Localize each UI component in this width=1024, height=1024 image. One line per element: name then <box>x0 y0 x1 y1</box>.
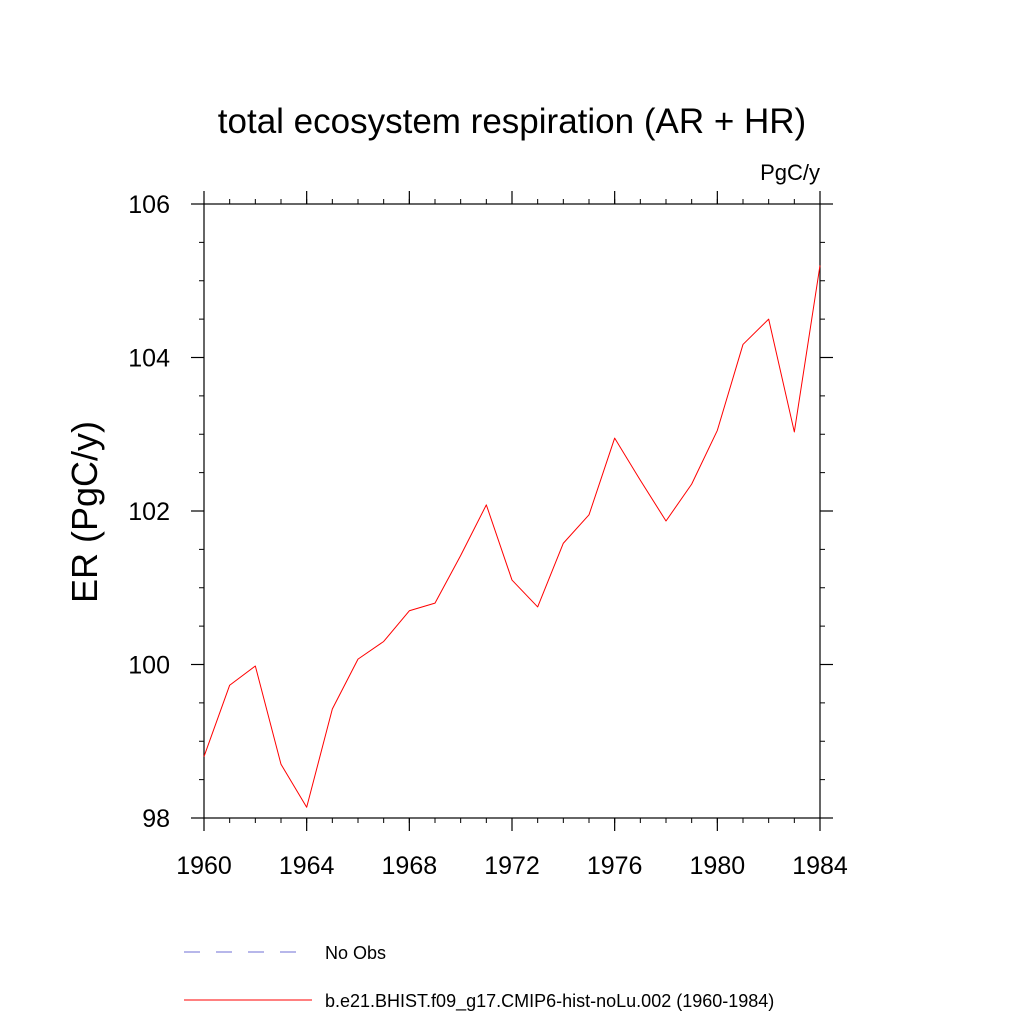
series-layer <box>203 265 821 808</box>
x-tick-label: 1980 <box>690 852 746 880</box>
x-tick-label: 1976 <box>587 852 643 880</box>
x-tick-label: 1964 <box>279 852 335 880</box>
legend-label-no-obs: No Obs <box>325 943 386 963</box>
units-label: PgC/y <box>760 160 820 185</box>
x-tick-label: 1968 <box>382 852 438 880</box>
x-tick-label: 1972 <box>484 852 540 880</box>
y-axis-label: ER (PgC/y) <box>64 421 105 603</box>
chart-title: total ecosystem respiration (AR + HR) <box>218 102 806 141</box>
plot-frame <box>203 203 821 819</box>
legend: No Obs b.e21.BHIST.f09_g17.CMIP6-hist-no… <box>184 943 774 1012</box>
x-tick-label: 1984 <box>792 852 848 880</box>
y-tick-label: 100 <box>128 652 170 680</box>
axes: 1960 1964 1968 1972 1976 1980 1984 98 100 102 104 1… <box>128 191 848 880</box>
legend-label-model-run: b.e21.BHIST.f09_g17.CMIP6-hist-noLu.002 … <box>325 991 774 1012</box>
series-line-1 <box>203 265 821 808</box>
y-tick-label: 102 <box>128 498 170 526</box>
y-tick-label: 98 <box>142 805 170 833</box>
y-tick-label: 104 <box>128 345 170 373</box>
y-tick-label: 106 <box>128 191 170 219</box>
x-tick-label: 1960 <box>176 852 232 880</box>
